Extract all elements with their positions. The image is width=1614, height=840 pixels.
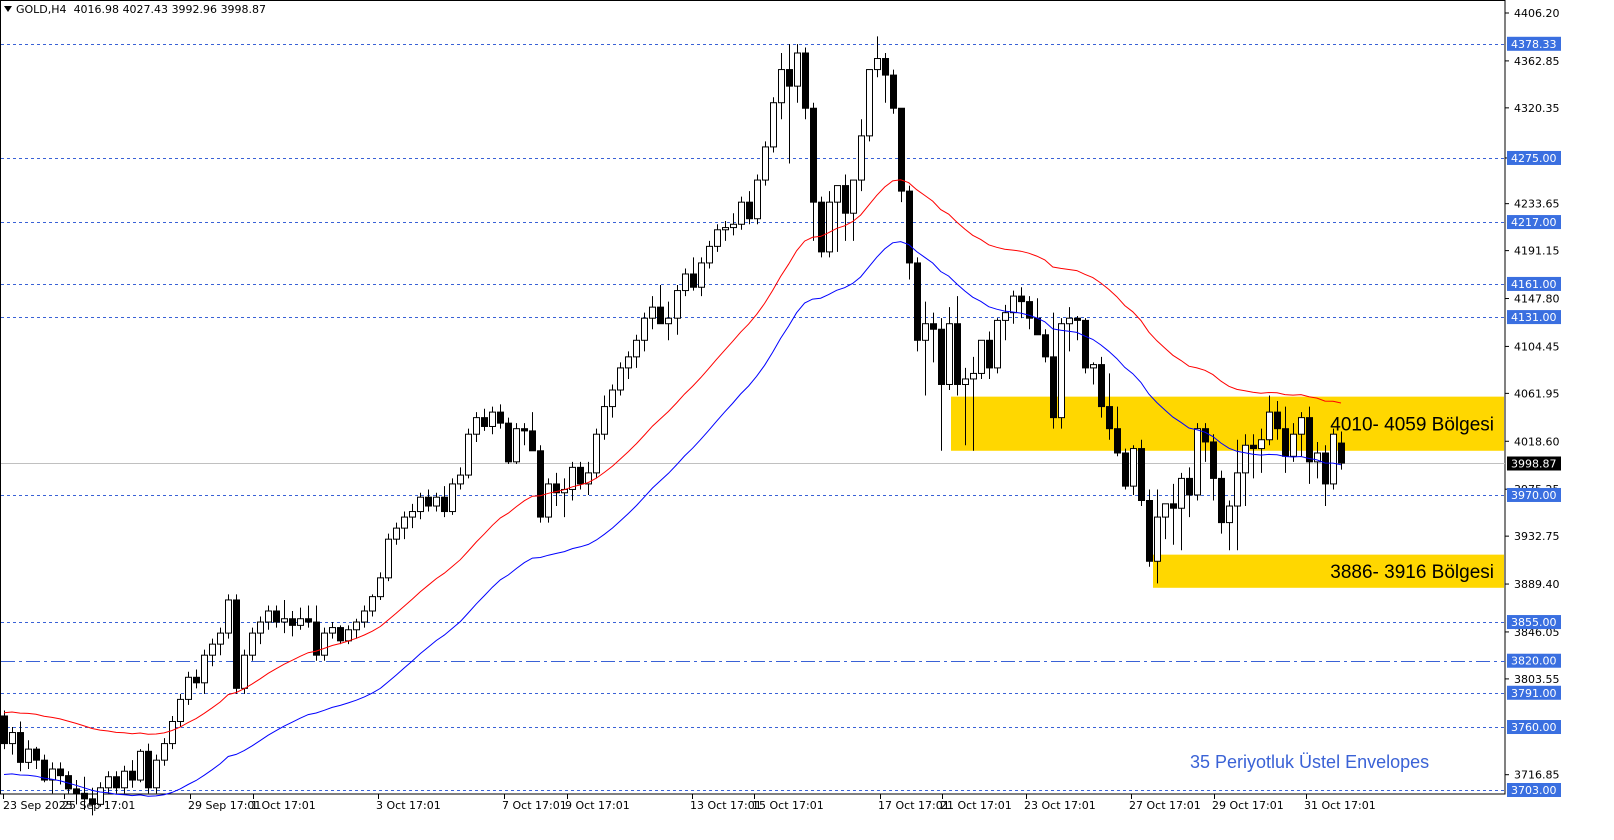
high-value: 4027.43	[122, 3, 169, 16]
time-tick-label: 15 Oct 17:01	[752, 799, 824, 812]
indicator-annotation: 35 Periyotluk Üstel Envelopes	[1190, 752, 1429, 772]
symbol-label: GOLD,H4	[16, 3, 67, 16]
zone-label: 4010- 4059 Bölgesi	[1330, 415, 1494, 436]
price-tick-label: 4061.95	[1514, 387, 1560, 400]
price-tick-label: 4147.80	[1514, 293, 1560, 306]
support-resistance-zone[interactable]: 4010- 4059 Bölgesi	[951, 396, 1504, 451]
time-tick-label: 9 Oct 17:01	[565, 799, 630, 812]
open-value: 4016.98	[73, 3, 120, 16]
price-tick-label: 3889.40	[1514, 578, 1560, 591]
price-level-label	[1507, 615, 1561, 630]
time-tick-label: 3 Oct 17:01	[376, 799, 441, 812]
time-tick-label: 7 Oct 17:01	[502, 799, 567, 812]
price-tick-label: 4320.35	[1514, 102, 1560, 115]
svg-text:3703.00: 3703.00	[1511, 784, 1557, 797]
price-level-label	[1507, 487, 1561, 502]
price-tick-label: 4104.45	[1514, 340, 1560, 353]
price-level-label	[1507, 653, 1561, 668]
support-resistance-zone[interactable]: 3886- 3916 Bölgesi	[1153, 554, 1504, 588]
svg-text:3998.87: 3998.87	[1511, 458, 1557, 471]
time-tick-label: 31 Oct 17:01	[1304, 799, 1376, 812]
svg-text:3760.00: 3760.00	[1511, 721, 1557, 734]
svg-text:4378.33: 4378.33	[1511, 38, 1557, 51]
svg-text:4217.00: 4217.00	[1511, 216, 1557, 229]
svg-text:4131.00: 4131.00	[1511, 311, 1557, 324]
price-tick-label: 4018.60	[1514, 435, 1560, 448]
time-tick-label: 23 Oct 17:01	[1024, 799, 1096, 812]
time-tick-label: 1 Oct 17:01	[251, 799, 316, 812]
price-level-label	[1507, 783, 1561, 797]
low-value: 3992.96	[171, 3, 218, 16]
price-level-label	[1507, 310, 1561, 325]
time-tick-label: 17 Oct 17:01	[878, 799, 950, 812]
zone-label: 3886- 3916 Bölgesi	[1330, 562, 1494, 583]
price-level-label	[1507, 685, 1561, 700]
price-tick-label: 3932.75	[1514, 530, 1560, 543]
time-tick-label: 29 Sep 17:01	[188, 799, 261, 812]
price-tick-label: 4233.65	[1514, 198, 1560, 211]
envelope-lower-line	[3, 241, 1342, 797]
envelope-upper-line	[3, 179, 1342, 735]
price-level-label	[1507, 36, 1561, 51]
candles	[1, 36, 1345, 816]
price-tick-label: 4191.15	[1514, 245, 1560, 258]
time-tick-label: 25 Sep 17:01	[62, 799, 135, 812]
price-tick-label: 3716.85	[1514, 769, 1560, 782]
price-tick-label: 4362.85	[1514, 55, 1560, 68]
svg-text:4161.00: 4161.00	[1511, 278, 1557, 291]
collapse-triangle-icon[interactable]	[4, 6, 12, 12]
price-level-label	[1507, 720, 1561, 735]
svg-text:3855.00: 3855.00	[1511, 616, 1557, 629]
svg-text:4275.00: 4275.00	[1511, 152, 1557, 165]
price-tick-label: 3846.05	[1514, 626, 1560, 639]
svg-text:3791.00: 3791.00	[1511, 687, 1557, 700]
price-level-label	[1507, 150, 1561, 165]
price-level-label	[1507, 215, 1561, 230]
price-tick-label: 4406.20	[1514, 7, 1560, 20]
chart-title: GOLD,H4 4016.98 4027.43 3992.96 3998.87	[4, 3, 266, 16]
close-value: 3998.87	[220, 3, 267, 16]
time-tick-label: 13 Oct 17:01	[690, 799, 762, 812]
price-level-label	[1507, 276, 1561, 291]
time-tick-label: 21 Oct 17:01	[940, 799, 1012, 812]
svg-text:3820.00: 3820.00	[1511, 655, 1557, 668]
time-tick-label: 23 Sep 2025	[3, 799, 73, 812]
time-tick-label: 27 Oct 17:01	[1129, 799, 1201, 812]
current-price-label	[1507, 456, 1561, 471]
svg-text:3970.00: 3970.00	[1511, 489, 1557, 502]
price-tick-label: 3803.55	[1514, 673, 1560, 686]
time-tick-label: 29 Oct 17:01	[1212, 799, 1284, 812]
price-axis[interactable]: 4406.20 4362.85 4320.35 4275.00 4233.65 4191.…	[1505, 7, 1561, 797]
